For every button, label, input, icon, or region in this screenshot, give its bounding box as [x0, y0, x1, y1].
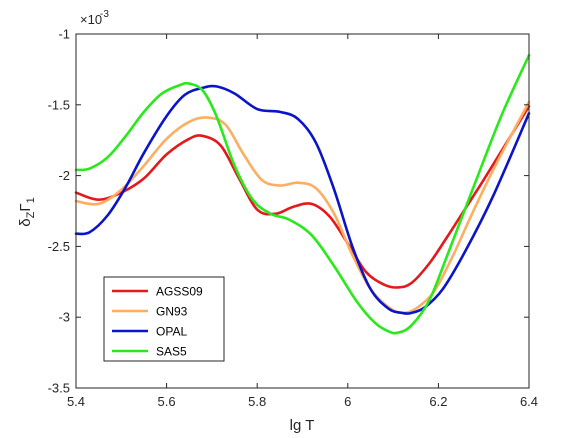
- series-line-gn93: [74, 100, 531, 315]
- y-tick-label: -3.5: [48, 381, 70, 396]
- y-tick-label: -2.5: [48, 239, 70, 254]
- y-axis-label: δZΓ1: [17, 197, 37, 226]
- y-axis-exponent: ×10 -3: [80, 9, 109, 27]
- y-exponent-base: ×10: [80, 12, 102, 27]
- legend-label-opal: OPAL: [156, 325, 187, 339]
- y-tick-label: -2: [58, 168, 70, 183]
- x-axis-label: lg T: [290, 417, 315, 434]
- y-label-main-sub: 1: [25, 197, 37, 203]
- x-tick-label: 5.6: [158, 394, 176, 409]
- x-tick-label: 6: [344, 394, 351, 409]
- legend-label-sas5: SAS5: [156, 345, 187, 359]
- legend: AGSS09 GN93 OPAL SAS5: [103, 276, 225, 362]
- svg-text:δZΓ1: δZΓ1: [17, 197, 37, 226]
- y-label-main: Γ: [17, 203, 34, 211]
- series-line-agss09: [74, 104, 531, 289]
- y-label-sub: Z: [25, 211, 37, 218]
- x-tick-label: 6.2: [429, 394, 447, 409]
- ticks-layer: 5.4 5.6 5.8 6 6.2 6.4 -3.5 -3 -2.5 -2 -1.5 -1: [48, 27, 538, 410]
- series-layer: [74, 53, 531, 335]
- legend-label-gn93: GN93: [156, 305, 188, 319]
- y-label-base: δ: [17, 218, 34, 226]
- x-tick-label: 6.4: [520, 394, 538, 409]
- x-tick-label: 5.8: [248, 394, 266, 409]
- series-line-sas5: [74, 53, 531, 335]
- y-tick-label: -1.5: [48, 97, 70, 112]
- y-tick-label: -3: [58, 310, 70, 325]
- legend-label-agss09: AGSS09: [156, 285, 203, 299]
- x-tick-label: 5.4: [67, 394, 85, 409]
- y-tick-label: -1: [58, 27, 70, 42]
- axes-frame: [75, 33, 530, 389]
- y-exponent-power: -3: [100, 9, 109, 20]
